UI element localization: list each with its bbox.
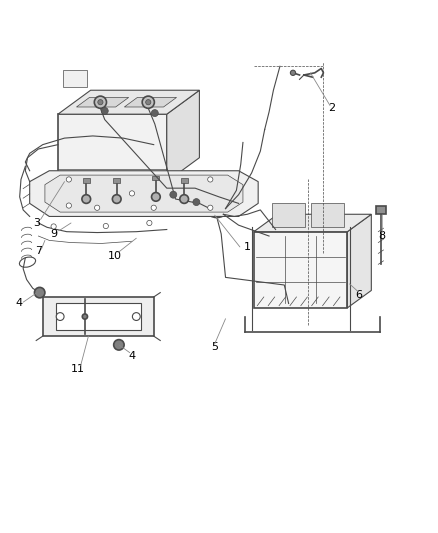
Circle shape bbox=[147, 220, 152, 225]
Text: 4: 4 bbox=[128, 351, 135, 361]
Bar bbox=[43, 297, 154, 336]
Text: 11: 11 bbox=[71, 364, 85, 374]
Bar bbox=[83, 178, 90, 182]
Polygon shape bbox=[347, 214, 371, 308]
Circle shape bbox=[146, 100, 151, 105]
Circle shape bbox=[113, 195, 121, 204]
Circle shape bbox=[132, 313, 140, 320]
Ellipse shape bbox=[208, 207, 226, 217]
Circle shape bbox=[151, 110, 158, 117]
Text: 5: 5 bbox=[211, 342, 218, 352]
Polygon shape bbox=[254, 214, 371, 232]
Bar bbox=[64, 70, 87, 87]
Circle shape bbox=[66, 203, 71, 208]
Circle shape bbox=[290, 70, 296, 76]
Circle shape bbox=[208, 177, 213, 182]
Circle shape bbox=[35, 287, 45, 298]
Text: 6: 6 bbox=[355, 290, 362, 300]
Circle shape bbox=[101, 108, 108, 115]
Polygon shape bbox=[167, 90, 199, 182]
Circle shape bbox=[56, 313, 64, 320]
Text: 9: 9 bbox=[50, 229, 57, 239]
Bar bbox=[113, 178, 120, 182]
Polygon shape bbox=[272, 203, 304, 227]
Circle shape bbox=[170, 191, 177, 198]
Polygon shape bbox=[124, 98, 177, 107]
Circle shape bbox=[151, 205, 156, 211]
Polygon shape bbox=[254, 232, 347, 308]
Polygon shape bbox=[58, 114, 167, 182]
Circle shape bbox=[95, 205, 100, 211]
Circle shape bbox=[193, 199, 200, 206]
Circle shape bbox=[82, 314, 88, 319]
Text: 4: 4 bbox=[15, 298, 22, 309]
Bar bbox=[56, 303, 141, 329]
Circle shape bbox=[142, 96, 154, 108]
Circle shape bbox=[103, 223, 109, 229]
Polygon shape bbox=[311, 203, 344, 227]
Bar bbox=[152, 176, 159, 180]
Polygon shape bbox=[30, 171, 258, 216]
Circle shape bbox=[66, 177, 71, 182]
Circle shape bbox=[152, 192, 160, 201]
Text: 1: 1 bbox=[244, 242, 251, 252]
Text: 10: 10 bbox=[108, 251, 122, 261]
Text: 8: 8 bbox=[378, 231, 386, 241]
Circle shape bbox=[114, 340, 124, 350]
Text: 7: 7 bbox=[35, 246, 42, 256]
Circle shape bbox=[82, 195, 91, 204]
Text: 3: 3 bbox=[33, 218, 40, 228]
Polygon shape bbox=[58, 90, 199, 114]
Polygon shape bbox=[45, 175, 243, 212]
Circle shape bbox=[208, 205, 213, 211]
Bar bbox=[181, 178, 187, 182]
Polygon shape bbox=[77, 98, 129, 107]
Text: 2: 2 bbox=[328, 103, 336, 112]
Circle shape bbox=[129, 191, 134, 196]
Bar bbox=[376, 206, 386, 214]
Circle shape bbox=[98, 100, 103, 105]
Circle shape bbox=[180, 195, 188, 204]
Circle shape bbox=[94, 96, 106, 108]
Circle shape bbox=[51, 224, 56, 229]
